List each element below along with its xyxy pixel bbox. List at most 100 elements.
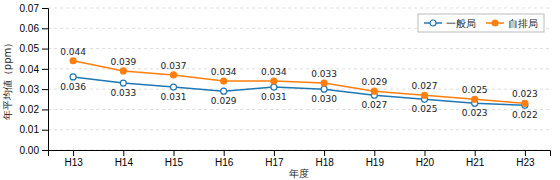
point	[472, 96, 478, 102]
x-tick: H19	[366, 150, 385, 168]
x-tick-label: H23	[516, 157, 535, 168]
legend-item: 自排局	[486, 18, 538, 29]
grid-line	[48, 129, 550, 130]
data-label: 0.025	[412, 104, 438, 114]
x-tick-label: H19	[366, 157, 385, 168]
x-tick-label: H18	[315, 157, 334, 168]
data-label: 0.030	[311, 94, 337, 104]
legend: 一般局 自排局	[418, 14, 544, 32]
point	[371, 88, 377, 94]
point	[221, 88, 227, 94]
data-label: 0.034	[211, 67, 237, 77]
point	[321, 80, 327, 86]
y-tick-mark	[42, 89, 48, 90]
y-tick-mark	[42, 130, 48, 131]
data-label: 0.037	[161, 61, 187, 71]
data-label: 0.025	[462, 85, 488, 95]
point	[221, 78, 227, 84]
legend-item: 一般局	[424, 18, 476, 29]
data-label: 0.034	[261, 67, 287, 77]
x-axis-line	[49, 151, 551, 157]
grid-line	[48, 8, 550, 9]
x-tick-label: H20	[416, 157, 435, 168]
x-tick: H16	[215, 150, 234, 168]
point	[70, 58, 76, 64]
y-tick-label: 0.07	[20, 3, 40, 14]
x-tick: H20	[416, 150, 435, 168]
x-tick: H18	[315, 150, 334, 168]
x-tick-mark	[324, 150, 325, 156]
x-axis-title: 年度	[289, 168, 309, 179]
y-tick-mark	[42, 49, 48, 50]
x-tick-mark	[425, 150, 426, 156]
x-tick: H14	[115, 150, 134, 168]
point	[522, 100, 528, 106]
chart: H13 H14 H15 H16 H17 H18 H19 H20 H21 H23 0.00 0.01 0.…	[0, 0, 560, 180]
y-tick-label: 0.02	[20, 104, 40, 115]
y-tick-mark	[42, 69, 48, 70]
legend-marker	[492, 20, 498, 26]
y-tick: 0.01	[20, 124, 48, 135]
point	[321, 86, 327, 92]
x-tick-label: H13	[64, 157, 83, 168]
series-line	[73, 61, 525, 104]
data-label: 0.031	[261, 92, 287, 102]
y-tick-label: 0.04	[20, 64, 40, 75]
x-tick-mark	[525, 150, 526, 156]
x-tick-label: H21	[466, 157, 485, 168]
data-label: 0.027	[361, 100, 387, 110]
x-tick: H13	[64, 150, 83, 168]
y-tick: 0.02	[20, 104, 48, 115]
series-line	[73, 77, 525, 105]
x-tick-label: H14	[115, 157, 134, 168]
data-label: 0.029	[211, 96, 237, 106]
y-tick-mark	[42, 8, 48, 9]
y-tick-label: 0.06	[20, 23, 40, 34]
x-tick-mark	[224, 150, 225, 156]
y-tick: 0.06	[20, 23, 48, 34]
plot-area: H13 H14 H15 H16 H17 H18 H19 H20 H21 H23 0.00 0.01 0.…	[20, 3, 551, 168]
point	[171, 72, 177, 78]
y-tick: 0.07	[20, 3, 48, 14]
x-tick-label: H17	[265, 157, 284, 168]
x-tick-mark	[274, 150, 275, 156]
data-label: 0.027	[412, 81, 438, 91]
y-tick-label: 0.00	[20, 145, 40, 156]
x-tick-label: H16	[215, 157, 234, 168]
data-label: 0.031	[161, 92, 187, 102]
x-tick-mark	[73, 150, 74, 156]
marks	[70, 58, 528, 109]
y-tick-mark	[42, 109, 48, 110]
x-tick: H15	[165, 150, 184, 168]
point	[171, 84, 177, 90]
x-tick-mark	[374, 150, 375, 156]
legend-label: 一般局	[446, 18, 476, 29]
y-axis-title: 年平均値（ppm）	[2, 38, 13, 120]
point	[70, 74, 76, 80]
x-tick: H17	[265, 150, 284, 168]
y-tick-mark	[42, 28, 48, 29]
x-tick: H23	[516, 150, 535, 168]
y-tick: 0.04	[20, 64, 48, 75]
grid-line	[48, 48, 550, 49]
legend-box	[418, 14, 544, 32]
point	[120, 80, 126, 86]
x-axis: H13 H14 H15 H16 H17 H18 H19 H20 H21 H23	[49, 150, 551, 168]
y-tick: 0.00	[20, 145, 48, 156]
data-label: 0.044	[60, 47, 86, 57]
y-axis: 0.000.010.020.030.040.050.060.07	[20, 3, 49, 156]
x-tick: H21	[466, 150, 485, 168]
point	[120, 68, 126, 74]
data-label: 0.036	[60, 82, 86, 92]
legend-label: 自排局	[508, 18, 538, 29]
data-label: 0.022	[512, 110, 538, 120]
x-tick-mark	[174, 150, 175, 156]
y-tick-mark	[42, 150, 48, 151]
data-label: 0.023	[462, 108, 488, 118]
data-label: 0.033	[110, 88, 136, 98]
y-tick: 0.03	[20, 84, 48, 95]
point	[422, 92, 428, 98]
data-label: 0.029	[361, 77, 387, 87]
point	[271, 84, 277, 90]
y-tick-label: 0.03	[20, 84, 40, 95]
